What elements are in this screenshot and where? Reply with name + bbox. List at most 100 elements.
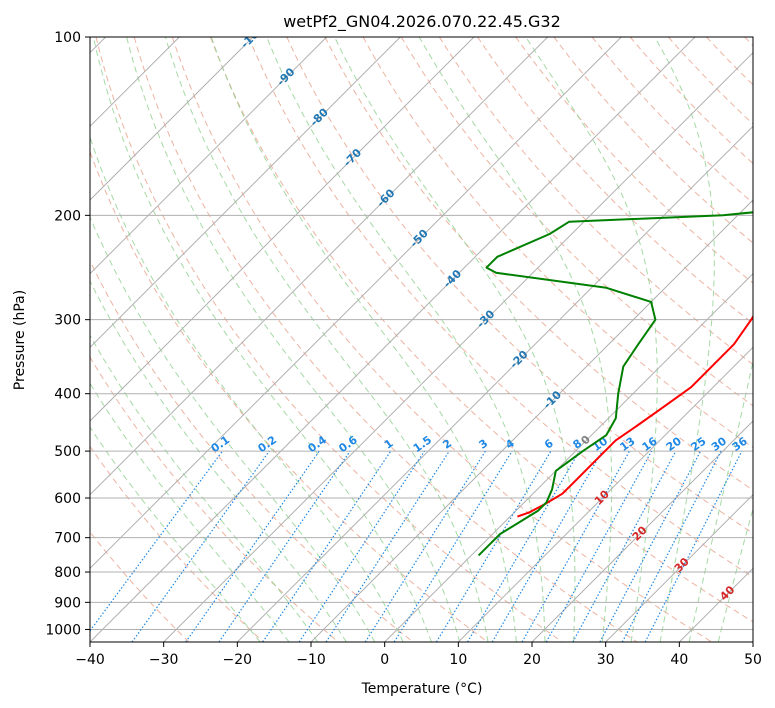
dry-adiabat: [171, 37, 712, 642]
moist-adiabat: [210, 37, 517, 642]
mixing-ratio-line: [262, 450, 392, 642]
isotherm: [752, 641, 753, 642]
dry-adiabat: [248, 37, 753, 578]
series-line-dewpoint: [477, 211, 753, 557]
mixing-ratio-line: [599, 450, 702, 642]
dry-adiabat: [553, 37, 753, 244]
isotherm: [457, 346, 753, 642]
mixing-ratio-line: [621, 450, 722, 642]
mixing-ratio-line: [545, 450, 653, 642]
isotherm: [310, 199, 753, 642]
mixing-ratio-label: 4: [503, 437, 517, 452]
y-tick-label: 900: [54, 595, 81, 611]
dry-adiabat: [668, 37, 753, 125]
x-tick-label: −40: [75, 652, 105, 668]
moist-adiabat: [90, 334, 319, 642]
moist-adiabat: [717, 506, 753, 642]
mixing-ratio-label: 3: [477, 437, 491, 452]
dry-adiabat: [324, 37, 753, 491]
profile-lines: [477, 211, 753, 557]
isotherm: [90, 37, 401, 349]
y-tick-label: 500: [54, 444, 81, 460]
mixing-ratio-line: [90, 450, 223, 632]
dry-adiabat: [438, 37, 753, 366]
chart-title: wetPf2_GN04.2026.070.22.45.G32: [283, 12, 561, 32]
x-tick-label: 10: [449, 652, 467, 668]
x-tick-label: 20: [523, 652, 541, 668]
moist-adiabat: [90, 215, 376, 642]
dry-adiabat: [210, 37, 753, 623]
x-tick-label: 0: [380, 652, 389, 668]
dry-adiabat: [90, 356, 339, 642]
mixing-ratio-line: [298, 450, 425, 642]
mixing-ratio-line: [131, 450, 270, 642]
isotherm: [236, 125, 753, 642]
isotherm: [531, 420, 753, 642]
mixing-ratio-label: 0.1: [209, 433, 232, 455]
dry-adiabat: [591, 37, 753, 204]
mixing-ratio-label: 0.4: [306, 433, 330, 455]
isotherm: [90, 37, 622, 570]
x-tick-label: 40: [670, 652, 688, 668]
mixing-ratio-line: [572, 450, 677, 642]
dry-adiabat: [400, 37, 753, 407]
y-tick-label: 700: [54, 531, 81, 547]
isotherm: [90, 37, 475, 422]
moist-adiabat: [164, 37, 489, 642]
mixing-ratio-line: [393, 450, 513, 642]
moist-adiabat: [90, 382, 290, 642]
y-tick-label: 1000: [45, 622, 81, 638]
moist-adiabat: [654, 37, 715, 642]
mixing-ratio-label: 2: [440, 437, 454, 452]
mixing-ratio-line: [325, 450, 450, 642]
moist-adiabat: [126, 37, 461, 642]
isotherm: [163, 51, 753, 642]
mixing-ratio-line: [218, 450, 351, 642]
moist-adiabat: [688, 358, 753, 642]
x-tick-label: −10: [296, 652, 326, 668]
x-tick-label: −30: [149, 652, 179, 668]
mixing-ratio-label: 1.5: [411, 433, 434, 455]
y-tick-label: 600: [54, 491, 81, 507]
isotherm: [90, 37, 328, 275]
mixing-ratio-line: [185, 450, 320, 642]
moist-adiabat: [90, 135, 404, 642]
mixing-ratio-line: [644, 450, 743, 642]
moist-adiabat: [266, 37, 546, 642]
y-tick-label: 100: [54, 30, 81, 46]
mixing-ratio-label: 6: [542, 437, 556, 452]
dry-adiabat: [90, 150, 488, 642]
background-lines: [90, 37, 753, 642]
dry-adiabat: [90, 445, 264, 642]
y-tick-label: 800: [54, 565, 81, 581]
dry-adiabat: [133, 37, 638, 642]
isotherm: [605, 493, 753, 642]
y-tick-label: 300: [54, 313, 81, 329]
x-tick-label: 30: [597, 652, 615, 668]
dry-adiabat: [744, 37, 753, 47]
dry-adiabat: [286, 37, 753, 534]
x-tick-label: −20: [223, 652, 253, 668]
y-axis: 1000 900 800 700 600 500 400 300 200 100: [45, 30, 90, 638]
isotherm: [678, 567, 753, 642]
x-tick-label: 50: [744, 652, 762, 668]
x-axis: −40 −30 −20 −10 0 10 20 30 40 50: [75, 642, 762, 668]
y-tick-label: 200: [54, 208, 81, 224]
mixing-ratio-line: [521, 450, 631, 642]
x-axis-label: Temperature (°C): [361, 681, 483, 697]
y-axis-label: Pressure (hPa): [12, 290, 28, 390]
isotherm: [384, 272, 753, 642]
dry-adiabat: [95, 37, 563, 642]
dry-adiabat: [706, 37, 753, 86]
plot-frame: [89, 36, 754, 643]
moist-adiabat: [90, 426, 261, 642]
dry-adiabat: [90, 259, 414, 642]
isotherm: [90, 37, 549, 496]
mixing-ratio-label: 0.6: [336, 433, 360, 455]
moist-adiabat: [525, 37, 658, 642]
dry-adiabat: [90, 531, 190, 642]
dry-adiabat: [477, 37, 753, 325]
mixing-ratio-line: [364, 450, 486, 642]
y-tick-label: 400: [54, 387, 81, 403]
moist-adiabat: [92, 37, 432, 642]
